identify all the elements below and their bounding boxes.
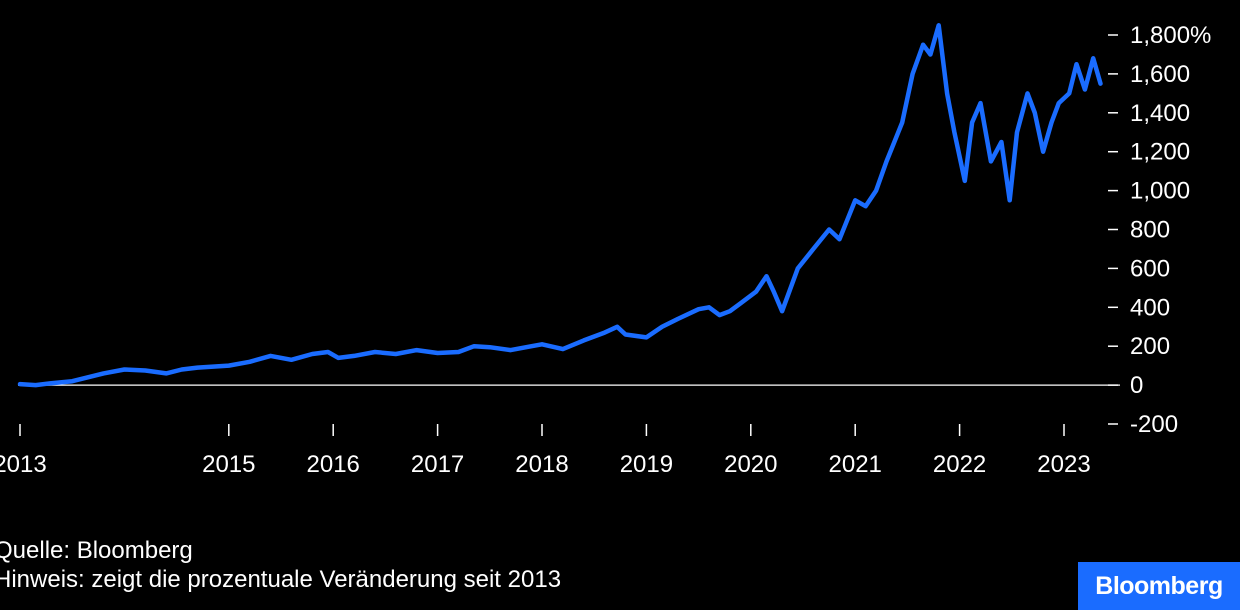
x-tick-label: 2018: [515, 451, 568, 478]
x-tick-label: 2021: [829, 451, 882, 478]
axes: 1,800% 1,600 1,400 1,200 1,000 800 600 400 200 0 -…: [0, 22, 1211, 478]
x-tick-label: 2022: [933, 451, 986, 478]
bloomberg-logo: Bloomberg: [1078, 562, 1240, 610]
x-tick-label: 2019: [620, 451, 673, 478]
footnote: Hinweis: zeigt die prozentuale Veränderu…: [0, 566, 562, 593]
x-tick-label: 2013: [0, 451, 47, 478]
y-tick-label: 200: [1130, 333, 1170, 360]
y-tick-label: 400: [1130, 294, 1170, 321]
y-tick-label: 0: [1130, 372, 1143, 399]
y-tick-label: 600: [1130, 255, 1170, 282]
x-tick-label: 2016: [307, 451, 360, 478]
y-tick-label: 1,400: [1130, 100, 1190, 127]
y-tick-label: 1,600: [1130, 61, 1190, 88]
x-tick-label: 2017: [411, 451, 464, 478]
series-line: [17, 23, 1103, 388]
y-tick-label: 800: [1130, 217, 1170, 244]
y-tick-label: 1,800%: [1130, 22, 1211, 49]
x-tick-label: 2015: [202, 451, 255, 478]
y-tick-label: 1,200: [1130, 139, 1190, 166]
y-tick-label: -200: [1130, 411, 1178, 438]
x-tick-label: 2023: [1037, 451, 1090, 478]
source-note: Quelle: Bloomberg: [0, 537, 193, 564]
series-layer: [17, 23, 1103, 388]
y-tick-label: 1,000: [1130, 178, 1190, 205]
x-tick-label: 2020: [724, 451, 777, 478]
